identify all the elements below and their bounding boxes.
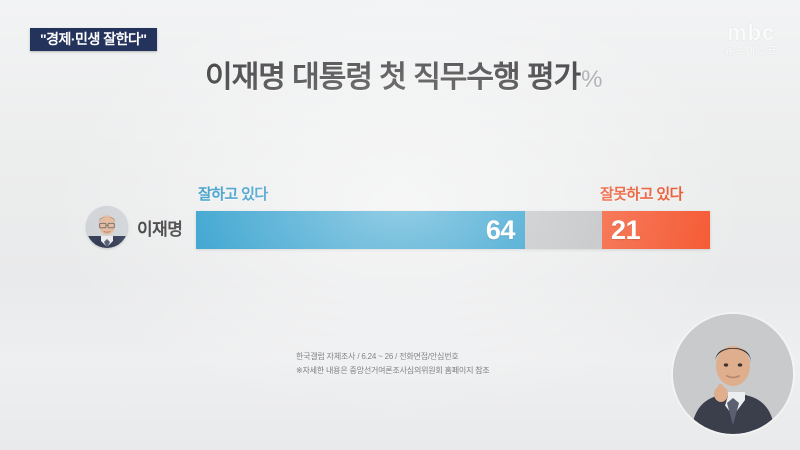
program-name-label: 뉴스데스크 bbox=[724, 46, 778, 57]
subject-name: 이재명 bbox=[137, 219, 183, 239]
bar-segment-neutral bbox=[524, 211, 603, 249]
sign-language-interpreter bbox=[673, 314, 793, 434]
headline-badge: "경제·민생 잘한다" bbox=[30, 28, 157, 51]
bar-segment-negative: 21 bbox=[602, 211, 710, 249]
footnote-line-2: ※자세한 내용은 중앙선거여론조사심의위원회 홈페이지 참조 bbox=[296, 366, 490, 375]
page-title-text: 이재명 대통령 첫 직무수행 평가 bbox=[205, 61, 581, 94]
approval-bar-chart: 64 21 bbox=[196, 211, 710, 249]
mbc-logo-icon: mbc bbox=[727, 20, 776, 45]
avatar bbox=[86, 206, 128, 248]
page-title: 이재명 대통령 첫 직무수행 평가% bbox=[205, 52, 602, 96]
bar-value-negative: 21 bbox=[611, 214, 641, 245]
legend-negative-label: 잘못하고 있다 bbox=[600, 186, 683, 203]
footnote: 한국갤럽 자체조사 / 6.24 ~ 26 / 전화면접/안심번호 ※자세한 내… bbox=[296, 350, 490, 378]
interpreter-icon bbox=[673, 314, 793, 434]
bar-value-positive: 64 bbox=[485, 214, 516, 245]
legend-positive-label: 잘하고 있다 bbox=[198, 186, 268, 203]
footnote-line-1: 한국갤럽 자체조사 / 6.24 ~ 26 / 전화면접/안심번호 bbox=[296, 352, 459, 361]
unit-percent-label: % bbox=[581, 66, 603, 93]
portrait-icon bbox=[86, 206, 128, 248]
subject-row: 이재명 bbox=[86, 206, 183, 248]
bar-segment-positive: 64 bbox=[196, 211, 525, 249]
network-logo: mbc 뉴스데스크 bbox=[725, 22, 779, 57]
